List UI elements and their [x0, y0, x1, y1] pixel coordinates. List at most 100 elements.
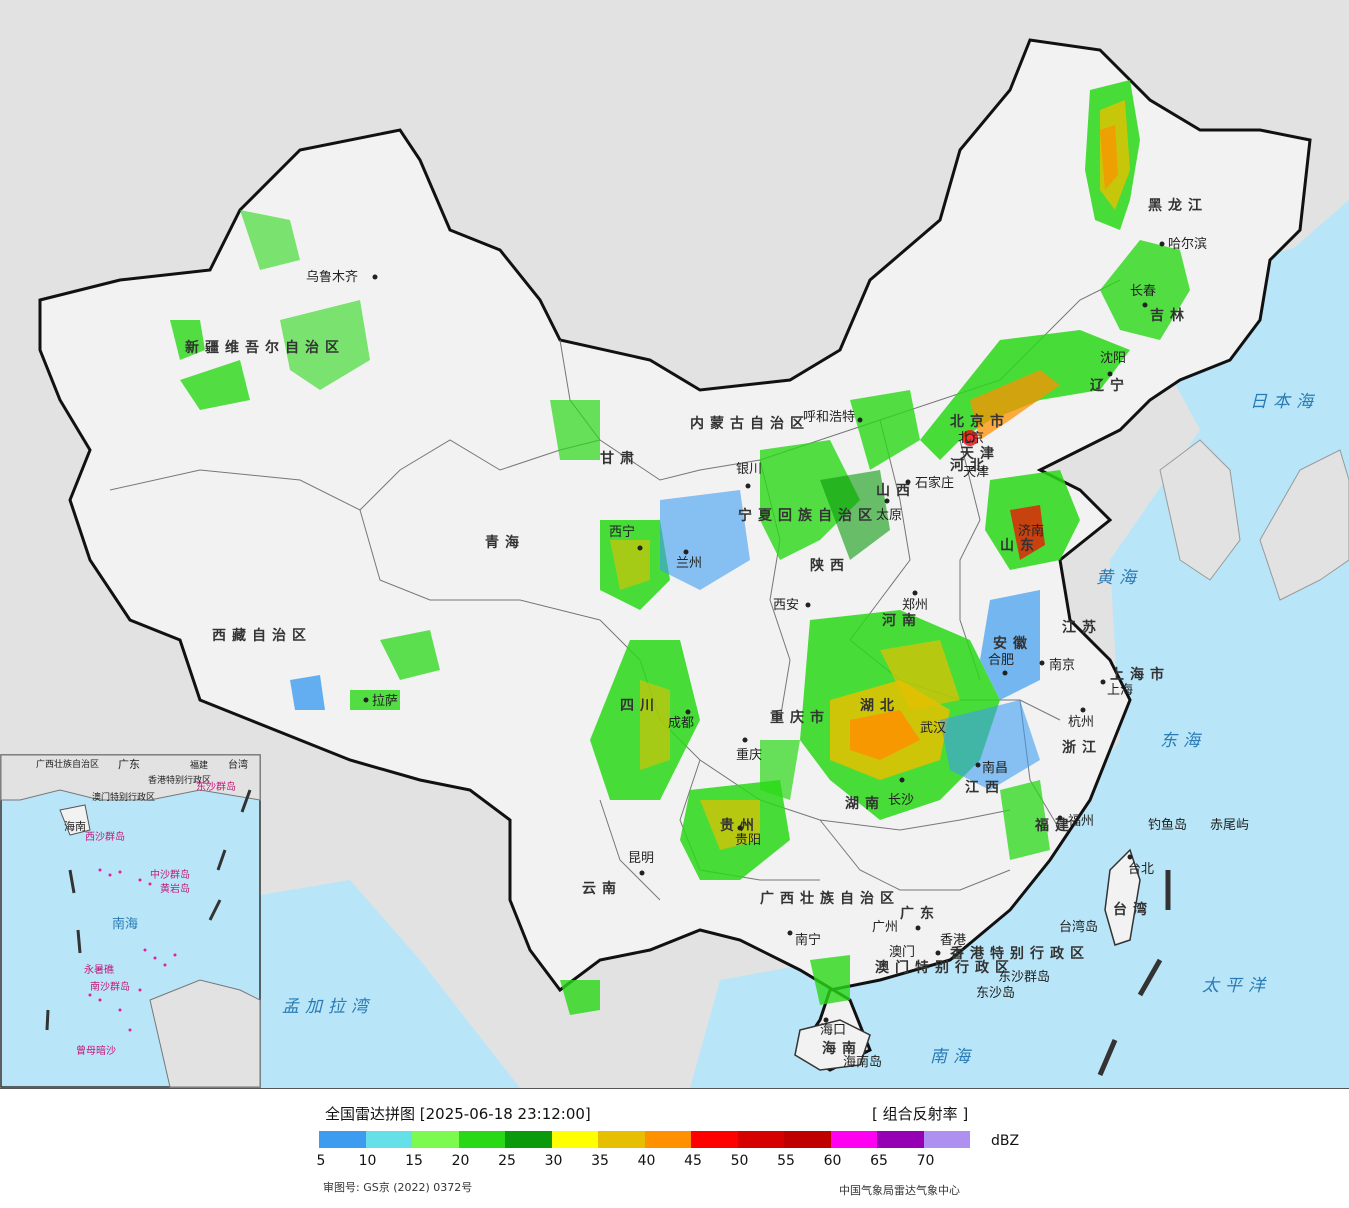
- province-label: 广东: [900, 905, 940, 922]
- inset-label: 西沙群岛: [85, 830, 125, 843]
- color-segment: [365, 1131, 412, 1148]
- color-segment: [691, 1131, 738, 1148]
- city-label: 广州: [872, 920, 898, 935]
- city-label: 郑州: [902, 598, 928, 613]
- inset-label: 南海: [112, 916, 138, 932]
- tick-label: 5: [316, 1153, 326, 1169]
- city-label: 东沙岛: [976, 985, 1015, 1001]
- color-segment: [877, 1131, 924, 1148]
- inset-label: 广西壮族自治区: [36, 758, 99, 770]
- city-label: 赤尾屿: [1210, 818, 1249, 833]
- tick-label: 25: [498, 1153, 516, 1169]
- province-label: 江苏: [1062, 619, 1102, 636]
- color-segment: [551, 1131, 598, 1148]
- japan-land: [1259, 449, 1349, 601]
- sea-label: 南海: [930, 1047, 976, 1067]
- color-segment: [412, 1131, 459, 1148]
- city-label: 海口: [820, 1023, 846, 1038]
- inset-label: 黄岩岛: [160, 882, 190, 895]
- city-label: 太原: [876, 508, 902, 523]
- city-label: 杭州: [1068, 715, 1094, 730]
- city-label: 长春: [1130, 284, 1156, 299]
- product-type: [ 组合反射率 ]: [872, 1105, 969, 1123]
- color-segment: [598, 1131, 645, 1148]
- province-label: 青海: [485, 534, 525, 551]
- sea-labels: 日本海 黄海 东海 太平洋 南海 孟加拉湾: [282, 392, 1319, 1067]
- tick-label: 45: [684, 1153, 702, 1169]
- province-label: 辽宁: [1090, 377, 1130, 394]
- city-label: 东沙群岛: [998, 969, 1050, 985]
- tick-label: 70: [916, 1153, 935, 1169]
- inset-label: 南沙群岛: [90, 980, 130, 993]
- province-label: 黑龙江: [1148, 197, 1208, 214]
- province-label: 江西: [965, 779, 1005, 796]
- unit-label: dBZ: [991, 1133, 1020, 1149]
- city-label: 长沙: [888, 793, 914, 808]
- city-label: 武汉: [920, 721, 946, 736]
- province-label: 湖南: [845, 795, 885, 812]
- province-label: 湖北: [860, 698, 900, 714]
- province-label: 台湾: [1113, 901, 1153, 918]
- color-segment: [830, 1131, 877, 1148]
- province-label: 陕西: [810, 557, 850, 574]
- province-label: 贵州: [720, 817, 760, 834]
- province-label: 山东: [1000, 537, 1040, 554]
- tick-label: 20: [451, 1153, 470, 1169]
- province-label: 新疆维吾尔自治区: [185, 339, 345, 356]
- city-label: 贵阳: [735, 833, 761, 848]
- city-label: 济南: [1018, 523, 1044, 539]
- province-label: 广西壮族自治区: [760, 890, 900, 907]
- province-label: 河南: [882, 612, 922, 629]
- city-label: 钓鱼岛: [1148, 817, 1187, 833]
- south-china-sea-inset: 广西壮族自治区 广东 福建 台湾 香港特别行政区 澳门特别行政区 东沙群岛 海南…: [0, 754, 261, 1088]
- inset-label: 永暑礁: [84, 963, 114, 976]
- city-label: 上海: [1107, 683, 1133, 698]
- province-label: 宁夏回族自治区: [738, 507, 878, 524]
- city-label: 拉萨: [372, 694, 398, 709]
- city-label: 合肥: [988, 653, 1014, 668]
- sea-label: 黄海: [1096, 568, 1142, 588]
- city-label: 台北: [1128, 862, 1154, 877]
- city-label: 台湾岛: [1059, 919, 1098, 935]
- city-label: 北京: [958, 431, 984, 446]
- city-label: 澳门: [889, 944, 915, 960]
- city-label: 南京: [1049, 657, 1075, 673]
- bay-of-bengal: [180, 880, 520, 1088]
- province-label: 山西: [876, 483, 916, 499]
- inset-label: 海南: [64, 819, 86, 833]
- sea-label: 日本海: [1250, 392, 1319, 412]
- sea-label: 孟加拉湾: [282, 997, 374, 1017]
- city-label: 南宁: [795, 932, 821, 948]
- color-segment: [923, 1131, 970, 1148]
- taiwan-island: [1104, 848, 1141, 946]
- sea-label: 东海: [1160, 731, 1206, 751]
- city-labels: 乌鲁木齐 拉萨 西宁 兰州 银川 呼和浩特 太原 石家庄 北京 天津 沈阳 长春…: [306, 236, 1249, 1070]
- tick-label: 10: [358, 1153, 377, 1169]
- inset-label: 东沙群岛: [196, 780, 236, 793]
- inset-label: 香港特别行政区: [148, 774, 211, 786]
- city-label: 重庆: [736, 747, 762, 763]
- city-label: 香港: [940, 933, 966, 948]
- city-label: 呼和浩特: [803, 410, 855, 425]
- province-label: 香港特别行政区: [949, 945, 1090, 962]
- color-segment: [458, 1131, 505, 1148]
- hainan-island: [794, 1019, 871, 1071]
- tick-label: 65: [870, 1153, 888, 1169]
- color-segment: [319, 1131, 366, 1148]
- inset-label: 台湾: [228, 758, 248, 771]
- sea-label: 太平洋: [1202, 976, 1271, 996]
- province-label: 四川: [620, 698, 660, 714]
- province-label: 西藏自治区: [212, 627, 312, 644]
- color-scale-bar: [319, 1131, 970, 1148]
- province-label: 安徽: [993, 635, 1033, 652]
- city-label: 天津: [963, 465, 989, 480]
- city-label: 西安: [773, 598, 799, 613]
- province-label: 重庆市: [770, 709, 830, 726]
- legend-title: 全国雷达拼图 [2025-06-18 23:12:00]: [325, 1105, 591, 1123]
- province-label: 云南: [582, 880, 622, 897]
- tick-label: 35: [591, 1153, 609, 1169]
- city-label: 成都: [668, 716, 694, 731]
- radar-map: 新疆维吾尔自治区 西藏自治区 青海 甘肃 内蒙古自治区 黑龙江 吉林 辽宁 河北…: [0, 0, 1349, 1089]
- city-label: 乌鲁木齐: [306, 269, 358, 285]
- pacific-ocean: [690, 230, 1349, 1088]
